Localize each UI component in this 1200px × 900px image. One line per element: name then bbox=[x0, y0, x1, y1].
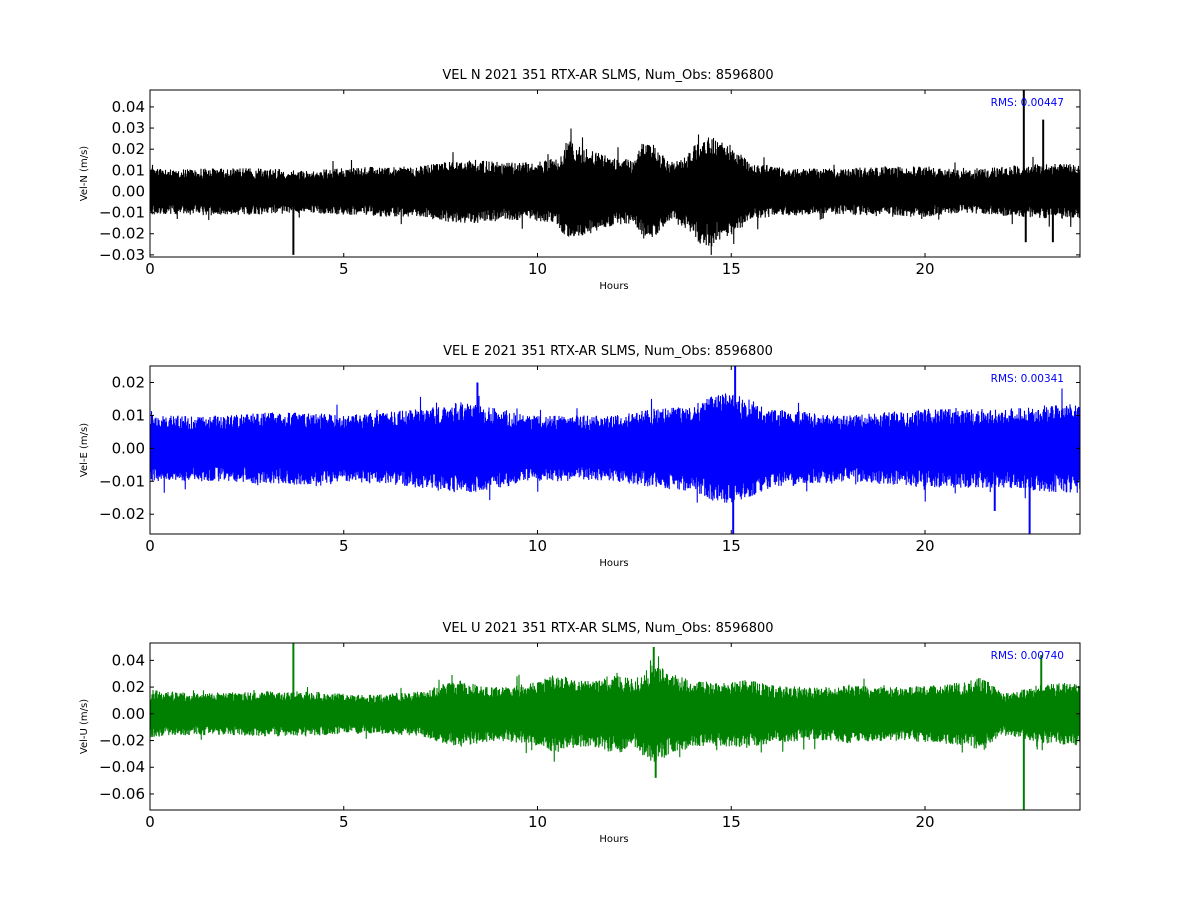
y-tick-label: 0.03 bbox=[112, 119, 145, 137]
rms-annotation: RMS: 0.00447 bbox=[991, 97, 1064, 109]
y-axis-label: Vel-E (m/s) bbox=[79, 423, 90, 477]
chart-panel-3: 0 5 10 15 20 −0.06 −0.04 −0.02 0.00 0.02 0.04 VEL U… bbox=[79, 621, 1081, 845]
y-tick-label: 0.00 bbox=[112, 705, 145, 723]
x-tick-label: 15 bbox=[722, 537, 741, 555]
y-tick-label: −0.02 bbox=[99, 225, 145, 243]
x-axis-label: Hours bbox=[599, 281, 628, 292]
y-tick-label: 0.02 bbox=[112, 140, 145, 158]
rms-annotation: RMS: 0.00740 bbox=[991, 650, 1064, 662]
x-tick-label: 5 bbox=[339, 260, 349, 278]
data-series-line bbox=[150, 388, 1080, 503]
y-tick-label: 0.04 bbox=[112, 98, 145, 116]
data-series-line bbox=[150, 656, 1080, 762]
y-tick-label: 0.04 bbox=[112, 651, 145, 669]
x-axis-label: Hours bbox=[599, 558, 628, 569]
chart-panel-2: 0 5 10 15 20 −0.02 −0.01 0.00 0.01 0.02 VEL E 2021… bbox=[79, 344, 1081, 569]
x-tick-label: 5 bbox=[339, 813, 349, 831]
y-tick-label: −0.01 bbox=[99, 204, 145, 222]
y-tick-label: −0.03 bbox=[99, 246, 145, 264]
y-tick-label: −0.04 bbox=[99, 758, 145, 776]
y-tick-label: 0.02 bbox=[112, 678, 145, 696]
x-tick-label: 20 bbox=[915, 537, 934, 555]
x-tick-label: 0 bbox=[145, 260, 155, 278]
rms-annotation: RMS: 0.00341 bbox=[991, 373, 1064, 385]
x-tick-label: 15 bbox=[722, 813, 741, 831]
x-tick-label: 20 bbox=[915, 260, 934, 278]
plot-frame bbox=[149, 89, 1081, 258]
plot-frame bbox=[149, 642, 1081, 811]
x-axis-label: Hours bbox=[599, 834, 628, 845]
plot-frame bbox=[149, 365, 1081, 535]
x-tick-label: 5 bbox=[339, 537, 349, 555]
y-tick-label: 0.01 bbox=[112, 161, 145, 179]
x-tick-label: 20 bbox=[915, 813, 934, 831]
y-tick-label: 0.00 bbox=[112, 439, 145, 457]
x-tick-label: 10 bbox=[528, 537, 547, 555]
y-axis-label: Vel-U (m/s) bbox=[79, 699, 90, 754]
chart-title: VEL U 2021 351 RTX-AR SLMS, Num_Obs: 859… bbox=[442, 621, 773, 636]
y-tick-label: −0.02 bbox=[99, 505, 145, 523]
y-axis-label: Vel-N (m/s) bbox=[79, 146, 90, 201]
x-tick-label: 10 bbox=[528, 813, 547, 831]
data-series-line bbox=[150, 128, 1080, 255]
x-tick-label: 0 bbox=[145, 813, 155, 831]
x-tick-label: 15 bbox=[722, 260, 741, 278]
y-tick-label: 0.01 bbox=[112, 406, 145, 424]
x-tick-label: 10 bbox=[528, 260, 547, 278]
chart-panel-1: 0 5 10 15 20 −0.03 −0.02 −0.01 0.00 0.01 0.02 0.03 0… bbox=[79, 68, 1081, 292]
y-tick-label: −0.02 bbox=[99, 732, 145, 750]
chart-title: VEL E 2021 351 RTX-AR SLMS, Num_Obs: 859… bbox=[443, 344, 773, 359]
x-tick-label: 0 bbox=[145, 537, 155, 555]
y-tick-label: 0.00 bbox=[112, 182, 145, 200]
chart-title: VEL N 2021 351 RTX-AR SLMS, Num_Obs: 859… bbox=[442, 68, 773, 83]
y-tick-label: 0.02 bbox=[112, 373, 145, 391]
y-tick-label: −0.01 bbox=[99, 472, 145, 490]
y-tick-label: −0.06 bbox=[99, 785, 145, 803]
